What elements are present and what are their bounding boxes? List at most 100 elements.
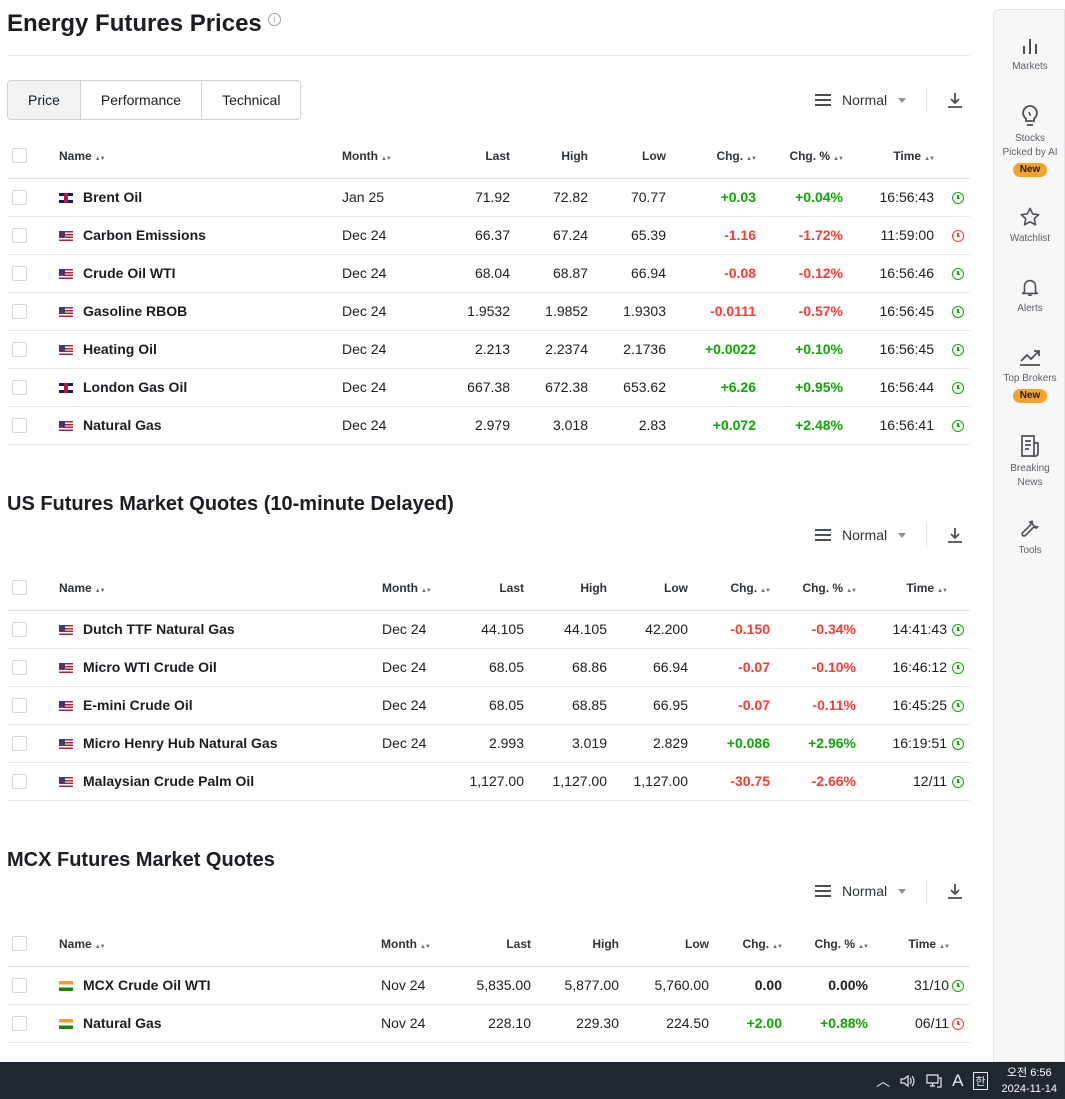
view-selector-us[interactable]: Normal [815, 523, 963, 547]
table-row[interactable]: E-mini Crude Oil Dec 24 68.05 68.85 66.95 -0.… [7, 686, 970, 725]
download-icon[interactable] [947, 883, 963, 899]
row-checkbox[interactable] [12, 380, 27, 396]
sort-icon[interactable]: ▲▼ [380, 155, 392, 162]
sort-icon[interactable]: ▲▼ [94, 943, 106, 950]
download-icon[interactable] [947, 527, 963, 543]
column-header-chg-pct[interactable]: Chg. % ▲▼ [782, 922, 869, 967]
sort-icon[interactable]: ▲▼ [94, 587, 106, 594]
table-row[interactable]: Carbon Emissions Dec 24 66.37 67.24 65.39 -1.… [7, 216, 970, 255]
view-selector-mcx[interactable]: Normal [815, 879, 963, 903]
row-checkbox[interactable] [12, 736, 27, 752]
table-row[interactable]: Gasoline RBOB Dec 24 1.9532 1.9852 1.9303 -0.… [7, 292, 970, 331]
sort-icon[interactable]: ▲▼ [760, 587, 771, 594]
ime-korean-indicator[interactable]: 한 [973, 1071, 988, 1090]
column-header-month[interactable]: Month ▲▼ [381, 922, 441, 967]
row-checkbox[interactable] [12, 190, 27, 206]
sort-icon[interactable]: ▲▼ [937, 587, 948, 594]
column-header-month[interactable]: Month ▲▼ [382, 566, 442, 611]
view-selector-energy[interactable]: Normal [815, 88, 963, 112]
row-checkbox[interactable] [12, 622, 27, 638]
sidebar-item-breaking-news[interactable]: Breaking News [994, 434, 1065, 490]
table-row[interactable]: Micro Henry Hub Natural Gas Dec 24 2.993 3.… [7, 724, 970, 763]
sort-icon[interactable]: ▲▼ [846, 587, 857, 594]
download-icon[interactable] [947, 92, 963, 108]
select-all-checkbox[interactable] [12, 148, 27, 164]
sidebar-item-stocks-picked-by-ai[interactable]: Stocks Picked by AI New [994, 104, 1065, 177]
table-row[interactable]: Dutch TTF Natural Gas Dec 24 44.105 44.105 4… [7, 610, 970, 649]
instrument-name-link[interactable]: Dutch TTF Natural Gas [83, 621, 235, 637]
instrument-name-link[interactable]: Natural Gas [83, 1015, 162, 1031]
row-checkbox[interactable] [12, 1016, 27, 1032]
network-icon[interactable] [926, 1073, 942, 1088]
sort-icon[interactable]: ▲▼ [833, 155, 844, 162]
row-checkbox[interactable] [12, 342, 27, 358]
sidebar-item-top-brokers[interactable]: Top Brokers New [994, 346, 1065, 403]
row-checkbox[interactable] [12, 978, 27, 994]
table-row[interactable]: Brent Oil Jan 25 71.92 72.82 70.77 +0.03 +0.04… [7, 178, 970, 217]
instrument-name-link[interactable]: Micro WTI Crude Oil [83, 659, 217, 675]
sort-icon[interactable]: ▲▼ [939, 943, 950, 950]
sort-icon[interactable]: ▲▼ [924, 155, 935, 162]
table-row[interactable]: Heating Oil Dec 24 2.213 2.2374 2.1736 +0.002… [7, 330, 970, 369]
column-header-month[interactable]: Month ▲▼ [342, 134, 433, 179]
row-checkbox[interactable] [12, 660, 27, 676]
ime-mode-indicator[interactable]: A [952, 1070, 964, 1090]
instrument-name-link[interactable]: Natural Gas [83, 417, 162, 433]
table-row[interactable]: Micro WTI Crude Oil Dec 24 68.05 68.86 66.94… [7, 648, 970, 687]
instrument-name-link[interactable]: Crude Oil WTI [83, 265, 176, 281]
tab-performance[interactable]: Performance [80, 80, 203, 120]
sort-icon[interactable]: ▲▼ [746, 155, 757, 162]
instrument-name-link[interactable]: Brent Oil [83, 189, 143, 205]
sidebar-item-watchlist[interactable]: Watchlist [994, 206, 1065, 246]
row-checkbox[interactable] [12, 266, 27, 282]
table-row[interactable]: Crude Oil WTI Dec 24 68.04 68.87 66.94 -0.08-… [7, 254, 970, 293]
info-icon[interactable]: i [267, 13, 281, 26]
instrument-name-link[interactable]: London Gas Oil [83, 379, 188, 395]
select-all-checkbox[interactable] [12, 580, 27, 596]
sidebar-item-alerts[interactable]: Alerts [994, 276, 1065, 316]
column-header-chg-pct[interactable]: Chg. % ▲▼ [756, 134, 844, 179]
sort-icon[interactable]: ▲▼ [858, 943, 869, 950]
table-row[interactable]: Natural Gas Nov 24 228.10 229.30 224.50 +2.00… [7, 1004, 970, 1043]
sidebar-item-tools[interactable]: Tools [994, 518, 1065, 558]
chevron-up-icon[interactable]: ︿ [876, 1072, 891, 1089]
instrument-name-link[interactable]: Gasoline RBOB [83, 303, 188, 319]
column-header-chg-pct[interactable]: Chg. % ▲▼ [770, 566, 857, 611]
sidebar-item-markets[interactable]: Markets [994, 36, 1065, 74]
table-row[interactable]: London Gas Oil Dec 24 667.38 672.38 653.62 +6… [7, 368, 970, 407]
column-header-time[interactable]: Time ▲▼ [843, 134, 935, 179]
column-header-name[interactable]: Name ▲▼ [59, 566, 382, 611]
column-header-time[interactable]: Time ▲▼ [856, 566, 948, 611]
instrument-name-link[interactable]: Heating Oil [83, 341, 157, 357]
instrument-name-link[interactable]: Carbon Emissions [83, 227, 206, 243]
column-header-chg[interactable]: Chg. ▲▼ [688, 566, 771, 611]
column-header-chg[interactable]: Chg. ▲▼ [666, 134, 757, 179]
taskbar-clock[interactable]: 오전 6:56 2024-11-14 [1002, 1065, 1057, 1097]
table-row[interactable]: MCX Crude Oil WTI Nov 24 5,835.00 5,877.00 5… [7, 966, 970, 1005]
instrument-name-link[interactable]: Malaysian Crude Palm Oil [83, 773, 255, 789]
tab-price[interactable]: Price [7, 80, 81, 120]
speaker-icon[interactable] [900, 1074, 916, 1088]
instrument-name-link[interactable]: Micro Henry Hub Natural Gas [83, 735, 278, 751]
row-checkbox[interactable] [12, 698, 27, 714]
column-header-time[interactable]: Time ▲▼ [868, 922, 950, 967]
sort-icon[interactable]: ▲▼ [420, 587, 432, 594]
row-checkbox[interactable] [12, 304, 27, 320]
column-header-name[interactable]: Name ▲▼ [59, 922, 381, 967]
sort-icon[interactable]: ▲▼ [419, 943, 431, 950]
column-header-chg[interactable]: Chg. ▲▼ [709, 922, 783, 967]
select-all-checkbox[interactable] [12, 936, 27, 952]
instrument-name-link[interactable]: MCX Crude Oil WTI [83, 977, 211, 993]
row-checkbox[interactable] [12, 774, 27, 790]
row-checkbox-cell [7, 292, 59, 331]
sort-icon[interactable]: ▲▼ [772, 943, 783, 950]
instrument-name-link[interactable]: E-mini Crude Oil [83, 697, 193, 713]
column-header-label: High [561, 148, 588, 163]
row-checkbox[interactable] [12, 418, 27, 434]
table-row[interactable]: Malaysian Crude Palm Oil 1,127.00 1,127.00… [7, 762, 970, 801]
row-checkbox[interactable] [12, 228, 27, 244]
column-header-name[interactable]: Name ▲▼ [59, 134, 342, 179]
tab-technical[interactable]: Technical [202, 80, 302, 120]
table-row[interactable]: Natural Gas Dec 24 2.979 3.018 2.83 +0.072 +2.… [7, 406, 970, 445]
sort-icon[interactable]: ▲▼ [94, 155, 106, 162]
